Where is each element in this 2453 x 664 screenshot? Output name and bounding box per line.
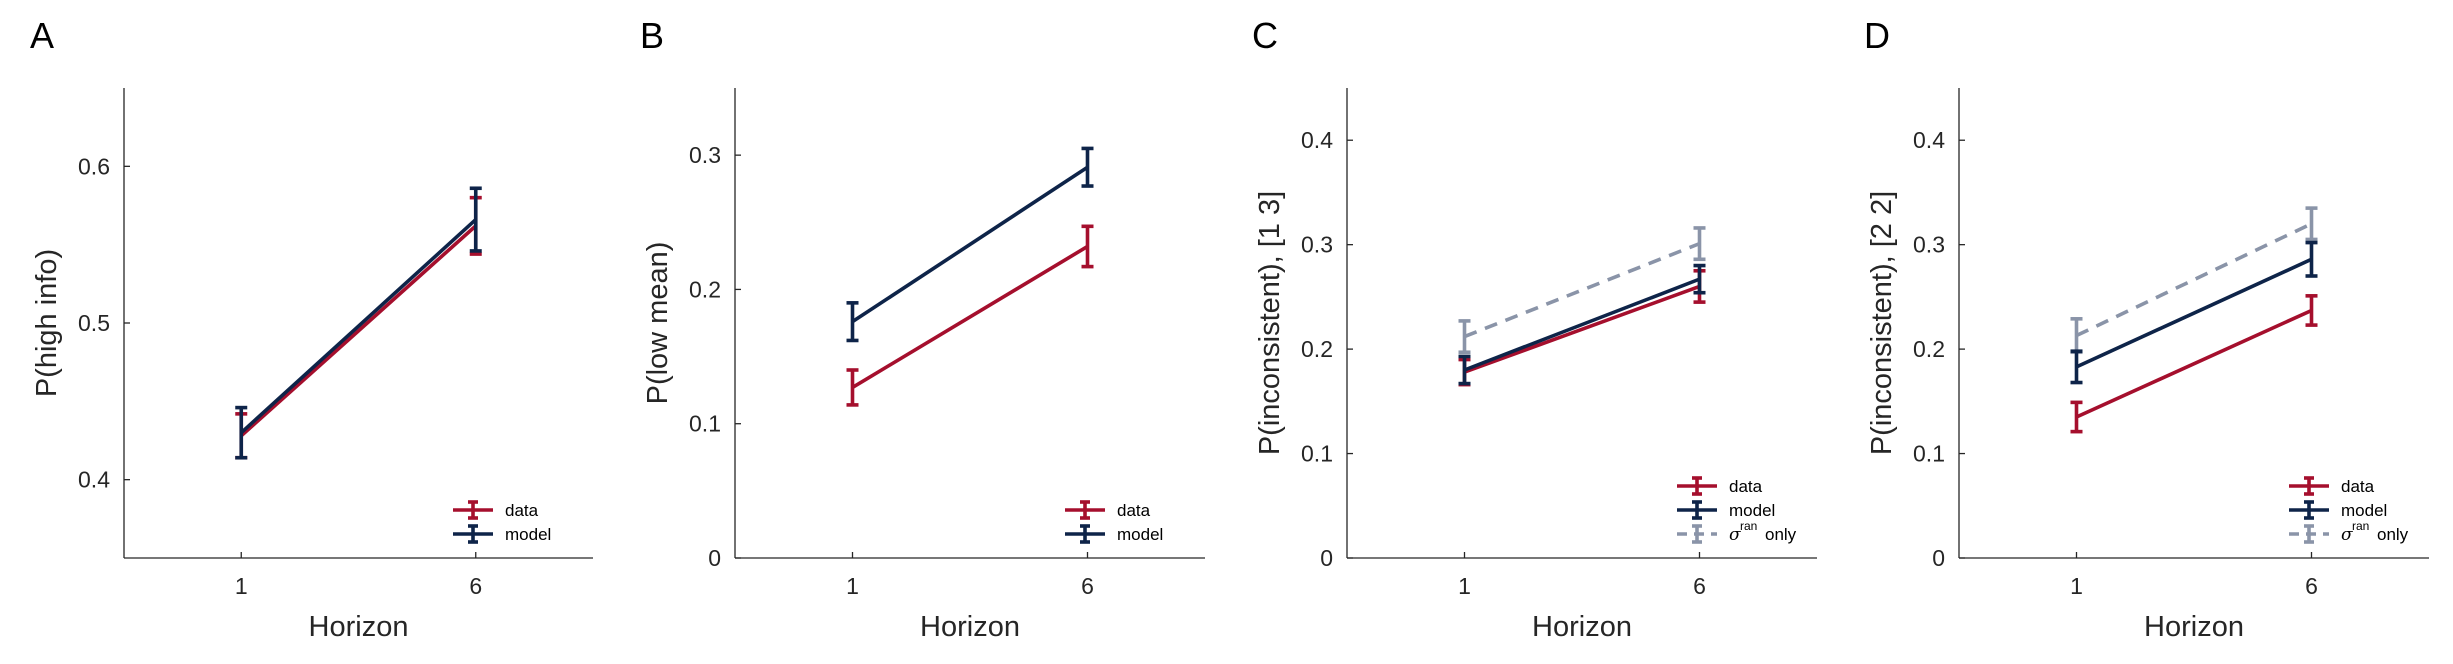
series-model <box>235 186 482 460</box>
y-tick-label: 0.2 <box>1301 336 1333 362</box>
y-tick-label: 0.3 <box>689 142 721 168</box>
y-tick-label: 0.1 <box>1301 441 1333 467</box>
panel-letter: A <box>30 15 54 56</box>
x-tick-label: 6 <box>2305 573 2318 599</box>
legend-label: model <box>505 525 551 544</box>
series-model <box>1458 263 1706 386</box>
legend-label: data <box>1729 477 1763 496</box>
x-axis-label: Horizon <box>309 611 409 643</box>
series-line <box>851 244 1089 390</box>
y-tick-label: 0.3 <box>1913 232 1945 258</box>
series-sigma_ran_only <box>1458 226 1706 355</box>
series-line <box>2075 222 2313 338</box>
series-model <box>846 146 1094 343</box>
x-tick-label: 6 <box>469 573 482 599</box>
series-line <box>851 165 1089 324</box>
series-data <box>846 224 1094 407</box>
series-data <box>2070 294 2318 434</box>
legend-item-data: data <box>1065 500 1151 520</box>
legend-item-sigma_ran_only: σ ran only <box>2289 519 2409 545</box>
y-tick-label: 0.4 <box>78 467 110 493</box>
y-tick-label: 0.1 <box>689 411 721 437</box>
legend-item-data: data <box>2289 476 2375 496</box>
series-sigma_ran_only <box>2070 206 2318 355</box>
legend-sup: ran <box>2352 519 2369 533</box>
legend-sigma: σ <box>1729 525 1741 545</box>
y-tick-label: 0.2 <box>689 276 721 302</box>
y-axis-label: P(low mean) <box>642 242 674 405</box>
legend-label: model <box>1729 501 1775 520</box>
panel-letter: D <box>1864 15 1890 56</box>
legend-item-data: data <box>1677 476 1763 496</box>
panel-letter: C <box>1252 15 1278 56</box>
series-line <box>240 218 477 434</box>
legend-item-data: data <box>453 500 539 520</box>
legend-label: only <box>2377 525 2409 544</box>
y-tick-label: 0 <box>1320 545 1333 571</box>
chart-panel-d: D 0 0.1 0.2 0.3 0.4 1 6 Horizon P(inconsistent), … <box>1864 15 2429 643</box>
y-tick-label: 0 <box>708 545 721 571</box>
series-line <box>1463 277 1701 372</box>
series-line <box>1463 241 1701 339</box>
legend-label: data <box>505 501 539 520</box>
x-tick-label: 1 <box>235 573 248 599</box>
legend-sup: ran <box>1740 519 1757 533</box>
y-tick-label: 0.5 <box>78 310 110 336</box>
x-axis-label: Horizon <box>920 611 1020 643</box>
x-axis-label: Horizon <box>1532 611 1632 643</box>
y-tick-label: 0 <box>1932 545 1945 571</box>
legend-label: data <box>2341 477 2375 496</box>
series-data <box>1458 268 1706 387</box>
chart-panel-c: C 0 0.1 0.2 0.3 0.4 1 6 Horizon P(inconsistent), … <box>1252 15 1817 643</box>
x-tick-label: 1 <box>2070 573 2083 599</box>
legend-item-model: model <box>1065 524 1163 544</box>
legend: data model <box>1065 500 1163 544</box>
y-tick-label: 0.4 <box>1913 127 1945 153</box>
legend-label: model <box>2341 501 2387 520</box>
legend: data model <box>453 500 551 544</box>
legend-item-model: model <box>1677 500 1775 520</box>
y-tick-label: 0.2 <box>1913 336 1945 362</box>
series-model <box>2070 240 2318 385</box>
chart-panel-b: B 0 0.1 0.2 0.3 1 6 Horizon P(low mean) data model <box>640 15 1205 643</box>
chart-panel-a: A 0.4 0.5 0.6 1 6 Horizon P(high info) data model <box>30 15 593 643</box>
legend-sigma: σ <box>2341 525 2353 545</box>
series-line <box>240 224 477 438</box>
y-tick-label: 0.4 <box>1301 127 1333 153</box>
x-axis-label: Horizon <box>2144 611 2244 643</box>
panel-letter: B <box>640 15 664 56</box>
series-line <box>2075 257 2313 369</box>
y-tick-label: 0.3 <box>1301 232 1333 258</box>
y-tick-label: 0.1 <box>1913 441 1945 467</box>
y-axis-label: P(high info) <box>31 249 63 397</box>
legend-label: data <box>1117 501 1151 520</box>
y-axis-label: P(inconsistent), [1 3] <box>1254 191 1286 455</box>
legend-item-model: model <box>453 524 551 544</box>
y-axis-label: P(inconsistent), [2 2] <box>1866 191 1898 455</box>
legend-label: only <box>1765 525 1797 544</box>
legend-label: model <box>1117 525 1163 544</box>
x-tick-label: 1 <box>1458 573 1471 599</box>
y-tick-label: 0.6 <box>78 153 110 179</box>
legend-item-sigma_ran_only: σ ran only <box>1677 519 1797 545</box>
x-tick-label: 6 <box>1693 573 1706 599</box>
series-line <box>2075 308 2313 419</box>
legend-item-model: model <box>2289 500 2387 520</box>
series-line <box>1463 284 1701 374</box>
x-tick-label: 6 <box>1081 573 1094 599</box>
x-tick-label: 1 <box>846 573 859 599</box>
